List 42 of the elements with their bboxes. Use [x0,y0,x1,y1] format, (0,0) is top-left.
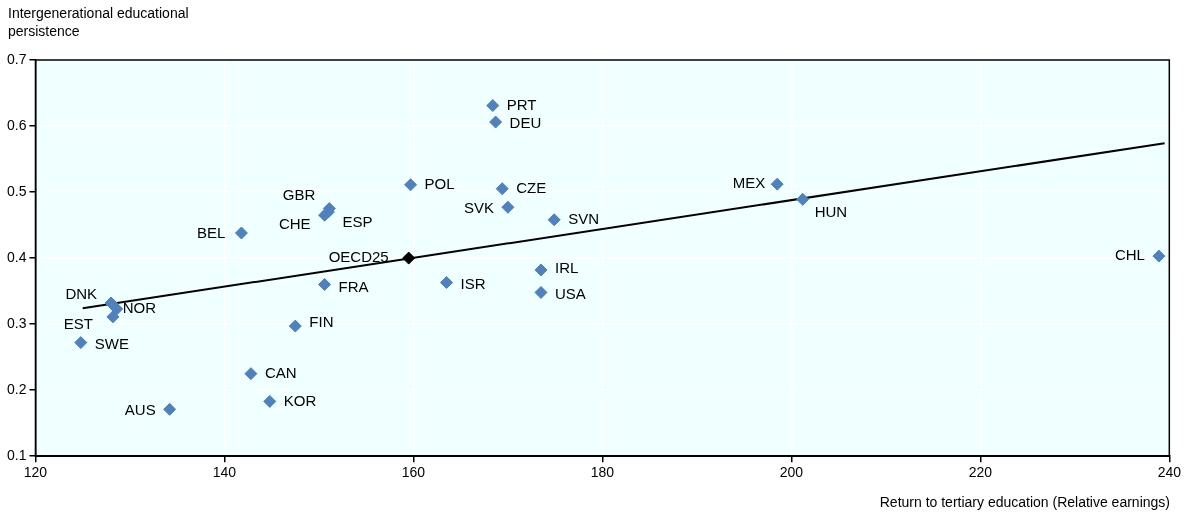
annotation: USA [554,284,586,302]
annotation: GBR [282,185,316,203]
x-tick-label: 120 [23,464,48,481]
annotation: ISR [460,274,486,292]
annotation: IRL [554,259,579,277]
annotation: SVK [463,199,494,217]
annotation: DEU [509,114,542,132]
annotation: POL [424,174,455,192]
y-tick-label: 0.7 [6,50,27,67]
annotation: KOR [283,391,317,409]
x-tick-label: 200 [779,464,804,481]
x-tick-label: 180 [590,464,615,481]
annotation: BEL [197,224,226,242]
y-tick-label: 0.5 [6,182,27,199]
annotation: MEX [732,174,766,192]
y-tick-label: 0.3 [6,314,27,331]
annotation: SVN [568,209,600,227]
annotation: AUS [124,401,156,419]
annotation: ESP [342,213,373,231]
x-tick-label: 220 [968,464,993,481]
x-tick-label: 140 [212,464,237,481]
annotation: OECD25 [328,248,389,266]
x-tick-label: 240 [1157,464,1182,481]
annotation: FIN [309,313,334,331]
annotation: PRT [506,95,537,113]
x-tick-label: 160 [401,464,426,481]
y-tick-label: 0.1 [6,447,27,464]
annotation: DNK [65,285,98,303]
annotation: CAN [264,363,297,381]
annotation: CZE [516,178,547,196]
annotation: EST [63,315,93,333]
annotation: CHL [1114,246,1145,264]
y-tick-label: 0.2 [6,381,27,398]
annotation: HUN [814,203,848,221]
y-tick-label: 0.6 [6,116,27,133]
y-axis-title: Intergenerational educational persistence [8,4,190,40]
annotation: NOR [122,299,157,317]
annotation: SWE [94,334,129,352]
y-tick-label: 0.4 [6,248,27,265]
annotation: FRA [338,277,369,295]
annotation: CHE [278,215,311,233]
x-axis-title: Return to tertiary education (Relative earnings) [879,494,1170,510]
